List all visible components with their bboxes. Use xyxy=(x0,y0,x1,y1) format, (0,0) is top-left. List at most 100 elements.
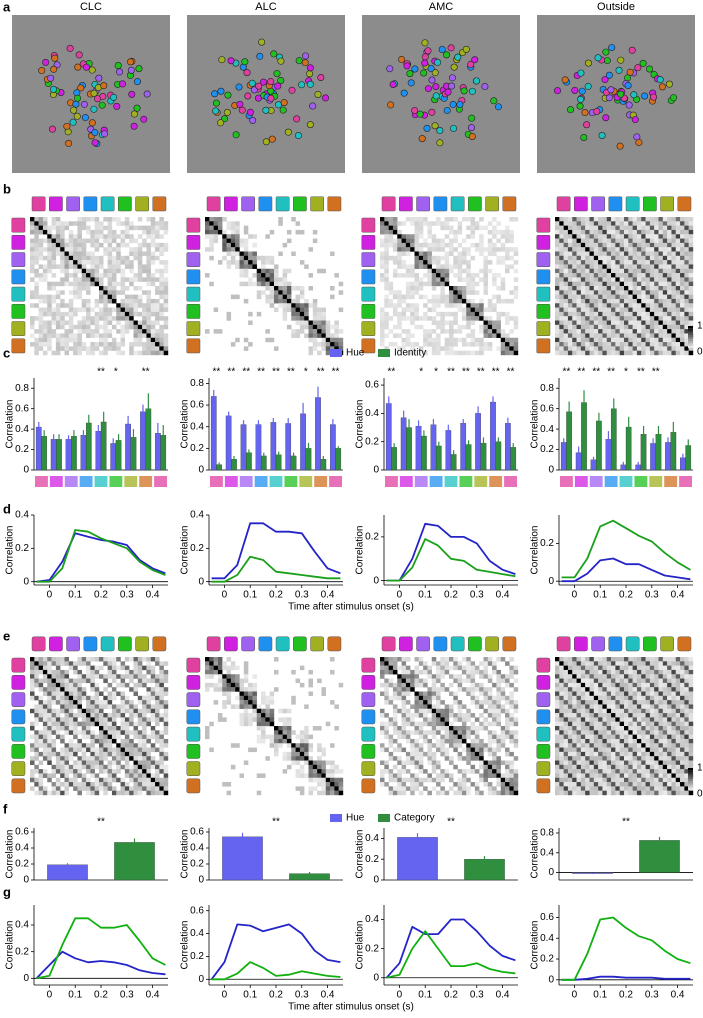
matrix-cell xyxy=(461,738,467,744)
matrix-cell xyxy=(414,669,420,675)
matrix-cell xyxy=(286,756,292,761)
matrix-cell xyxy=(563,311,569,317)
face-thumb xyxy=(581,109,589,117)
matrix-cell xyxy=(217,674,223,679)
matrix-cell xyxy=(567,217,573,222)
face-thumb xyxy=(421,53,429,61)
matrix-cell xyxy=(649,260,655,265)
matrix-cell xyxy=(86,700,91,705)
matrix-cell xyxy=(55,700,61,705)
matrix-cell xyxy=(576,286,582,291)
matrix-cell xyxy=(427,695,432,701)
matrix-cell xyxy=(461,294,467,300)
color-square xyxy=(100,636,115,652)
matrix-cell xyxy=(431,691,437,697)
face-icon xyxy=(361,217,376,233)
matrix-cell xyxy=(38,311,44,317)
matrix-cell xyxy=(500,281,506,287)
matrix-cell xyxy=(213,329,219,334)
matrix-cell xyxy=(440,277,445,282)
matrix-cell xyxy=(658,298,664,304)
matrix-cell xyxy=(90,743,95,748)
matrix-cell xyxy=(86,320,91,326)
matrix-cell xyxy=(444,661,450,666)
matrix-cell xyxy=(81,713,87,718)
matrix-cell xyxy=(496,721,501,727)
matrix-cell xyxy=(133,320,139,326)
matrix-cell xyxy=(423,260,428,265)
matrix-cell xyxy=(261,734,266,740)
matrix-cell xyxy=(658,290,664,295)
matrix-cell xyxy=(34,234,39,239)
matrix-cell xyxy=(444,717,450,722)
matrix-cell xyxy=(304,756,309,761)
matrix-cell xyxy=(38,769,44,774)
matrix-cell xyxy=(397,264,402,269)
matrix-cell xyxy=(410,316,415,321)
matrix-cell xyxy=(576,277,582,282)
matrix-cell xyxy=(111,734,117,740)
matrix-cell xyxy=(397,260,402,265)
matrix-cell xyxy=(60,773,65,778)
matrix-cell xyxy=(563,286,569,291)
face-thumb xyxy=(428,108,436,116)
matrix-cell xyxy=(572,229,577,235)
matrix-cell xyxy=(505,777,510,783)
matrix-cell xyxy=(47,708,52,714)
matrix-cell xyxy=(55,264,61,269)
matrix-cell xyxy=(431,273,437,278)
matrix-cell xyxy=(42,255,48,261)
matrix-cell xyxy=(81,661,87,666)
matrix-cell xyxy=(585,307,590,313)
matrix-cell xyxy=(585,273,590,278)
matrix-cell xyxy=(563,221,569,226)
matrix-cell xyxy=(150,760,156,766)
matrix-cell xyxy=(209,674,214,679)
matrix-cell xyxy=(444,294,450,300)
matrix-cell xyxy=(483,346,489,351)
matrix-cell xyxy=(34,743,39,748)
matrix-cell xyxy=(431,298,437,304)
matrix-cell xyxy=(155,682,160,688)
matrix-cell xyxy=(628,329,633,334)
matrix-cell xyxy=(64,704,70,709)
matrix-cell xyxy=(555,346,560,351)
matrix-cell xyxy=(330,764,335,770)
matrix-cell xyxy=(688,221,694,226)
matrix-cell xyxy=(304,298,309,304)
matrix-cell xyxy=(513,700,519,705)
matrix-cell xyxy=(658,264,664,269)
matrix-cell xyxy=(30,247,35,252)
matrix-cell xyxy=(496,298,501,304)
matrix-cell xyxy=(68,242,74,248)
matrix-cell xyxy=(392,708,398,714)
matrix-cell xyxy=(474,242,480,248)
matrix-cell xyxy=(120,708,126,714)
matrix-cell xyxy=(589,320,595,326)
matrix-cell xyxy=(500,657,506,662)
matrix-cell xyxy=(308,691,314,697)
matrix-cell xyxy=(325,786,331,791)
color-square xyxy=(66,636,80,652)
matrix-cell xyxy=(159,713,164,718)
matrix-cell xyxy=(602,286,607,291)
matrix-cell xyxy=(449,350,454,356)
matrix-cell xyxy=(38,221,44,226)
matrix-cell xyxy=(580,324,586,330)
matrix-cell xyxy=(487,764,493,770)
matrix-cell xyxy=(401,687,407,692)
matrix-cell xyxy=(380,747,385,753)
matrix-cell xyxy=(120,700,126,705)
matrix-cell xyxy=(479,307,484,313)
matrix-cell xyxy=(436,764,441,770)
matrix-cell xyxy=(684,329,689,334)
matrix-cell xyxy=(496,329,501,334)
matrix-cell xyxy=(589,247,595,252)
matrix-cell xyxy=(77,268,82,274)
matrix-cell xyxy=(509,695,514,701)
matrix-cell xyxy=(585,337,590,343)
matrix-cell xyxy=(624,303,629,308)
matrix-cell xyxy=(38,708,44,714)
face-thumb xyxy=(298,81,306,89)
matrix-cell xyxy=(671,329,676,334)
